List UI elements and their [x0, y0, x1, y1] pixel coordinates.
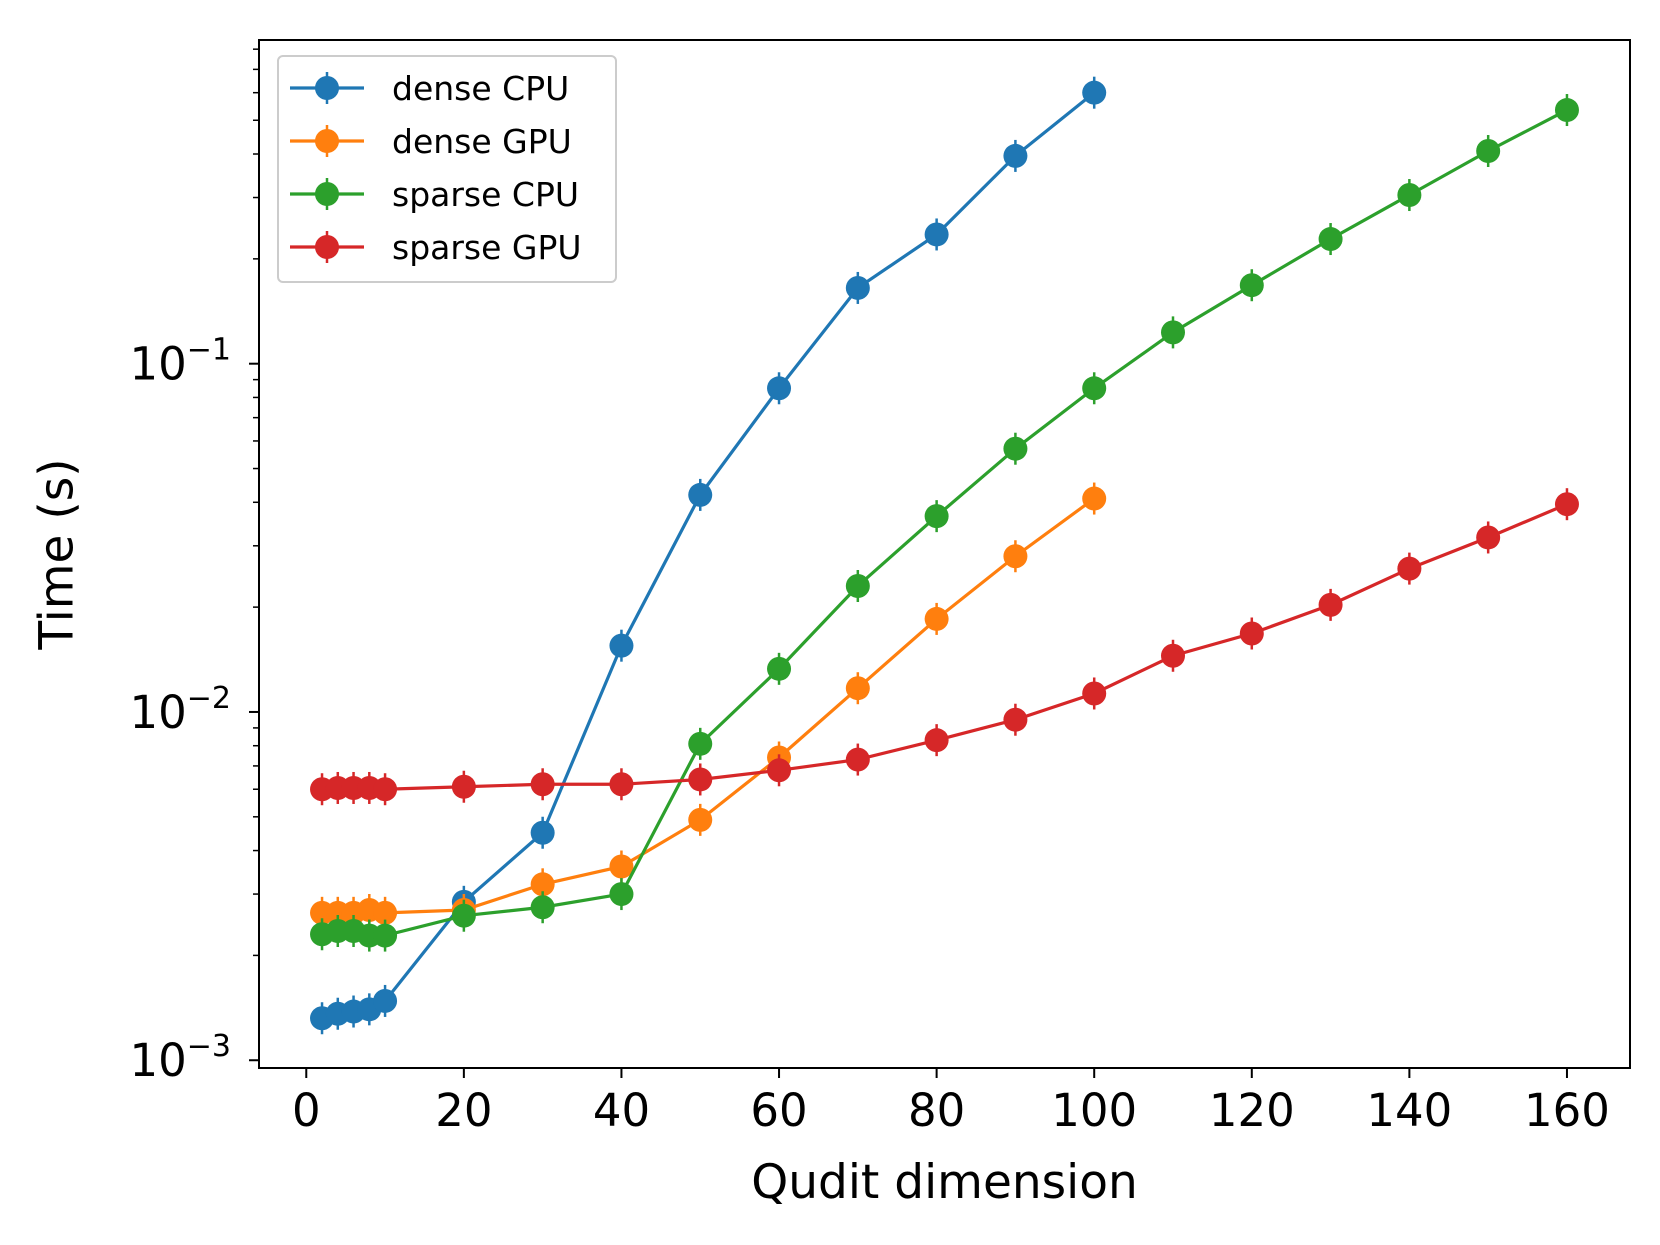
data-point — [1397, 183, 1422, 208]
series-dense-gpu — [310, 482, 1107, 929]
axes-frame — [258, 39, 1631, 1069]
legend-entry: sparse CPU — [290, 175, 579, 214]
x-tick-label: 140 — [1366, 1084, 1452, 1137]
legend: dense CPU dense GPU sparse CPU sparse GPU — [277, 55, 617, 283]
legend-label: sparse GPU — [392, 228, 582, 267]
data-point — [1082, 376, 1107, 401]
y-tick-exponent: −1 — [187, 333, 231, 368]
legend-label: sparse CPU — [392, 175, 579, 214]
legend-label: dense CPU — [392, 69, 569, 108]
data-point — [1003, 707, 1028, 732]
data-point — [1003, 143, 1028, 168]
data-point — [767, 376, 792, 401]
x-tick-label: 0 — [292, 1084, 321, 1137]
legend-entry: dense CPU — [290, 69, 569, 108]
data-point — [924, 606, 949, 631]
data-point — [530, 820, 555, 845]
data-point — [1003, 544, 1028, 569]
data-point — [1239, 621, 1264, 646]
data-point — [373, 777, 398, 802]
data-point — [1554, 98, 1579, 123]
data-point — [1239, 273, 1264, 298]
data-point — [1082, 486, 1107, 511]
y-axis-label: Time (s) — [30, 458, 85, 650]
data-point — [1082, 80, 1107, 105]
legend-marker — [315, 235, 339, 259]
data-point — [845, 275, 870, 300]
data-point — [1397, 556, 1422, 581]
legend-label: dense GPU — [392, 122, 572, 161]
data-point — [530, 772, 555, 797]
data-point — [688, 807, 713, 832]
y-tick-label: 10−3 — [130, 1029, 232, 1087]
y-tick-base: 10 — [130, 1034, 187, 1087]
series-sparse-gpu — [310, 488, 1579, 806]
y-tick-base: 10 — [130, 686, 187, 739]
data-point — [924, 222, 949, 247]
x-tick-label: 100 — [1051, 1084, 1137, 1137]
x-tick-label: 20 — [435, 1084, 492, 1137]
x-tick-label: 160 — [1524, 1084, 1610, 1137]
legend-marker — [315, 76, 339, 100]
legend-entry: sparse GPU — [290, 228, 582, 267]
y-tick-exponent: −3 — [187, 1029, 231, 1064]
y-tick-label: 10−1 — [130, 333, 232, 391]
legend-box — [277, 55, 617, 283]
data-point — [1476, 139, 1501, 164]
x-tick-label: 120 — [1209, 1084, 1295, 1137]
data-point — [373, 900, 398, 925]
data-point — [1476, 525, 1501, 550]
data-point — [373, 988, 398, 1013]
data-series — [310, 76, 1579, 1035]
data-point — [1554, 492, 1579, 517]
legend-marker — [315, 129, 339, 153]
data-point — [609, 772, 634, 797]
data-point — [451, 774, 476, 799]
x-tick-label: 60 — [750, 1084, 807, 1137]
legend-entry: dense GPU — [290, 122, 572, 161]
data-point — [845, 573, 870, 598]
data-point — [767, 758, 792, 783]
data-point — [688, 731, 713, 756]
data-point — [845, 676, 870, 701]
data-point — [1161, 320, 1185, 345]
data-point — [609, 633, 634, 658]
data-point — [530, 872, 555, 897]
data-point — [924, 504, 949, 529]
data-point — [1082, 681, 1107, 706]
series-sparse-cpu — [310, 94, 1579, 952]
data-point — [924, 728, 949, 753]
data-point — [688, 482, 713, 507]
legend-marker — [315, 182, 339, 206]
data-point — [609, 882, 634, 907]
data-point — [1318, 592, 1343, 617]
data-point — [1161, 643, 1185, 668]
data-point — [1003, 436, 1028, 461]
data-point — [451, 903, 476, 928]
data-point — [767, 656, 792, 681]
data-point — [688, 767, 713, 792]
series-dense-cpu — [310, 76, 1107, 1035]
data-point — [373, 923, 398, 948]
data-point — [1318, 227, 1343, 252]
data-point — [530, 895, 555, 920]
data-point — [609, 854, 634, 879]
x-tick-label: 40 — [593, 1084, 650, 1137]
data-point — [845, 747, 870, 772]
y-tick-label: 10−2 — [130, 681, 232, 739]
y-tick-exponent: −2 — [187, 681, 231, 716]
y-tick-base: 10 — [130, 338, 187, 391]
x-tick-label: 80 — [908, 1084, 965, 1137]
x-axis-label: Qudit dimension — [751, 1155, 1138, 1210]
